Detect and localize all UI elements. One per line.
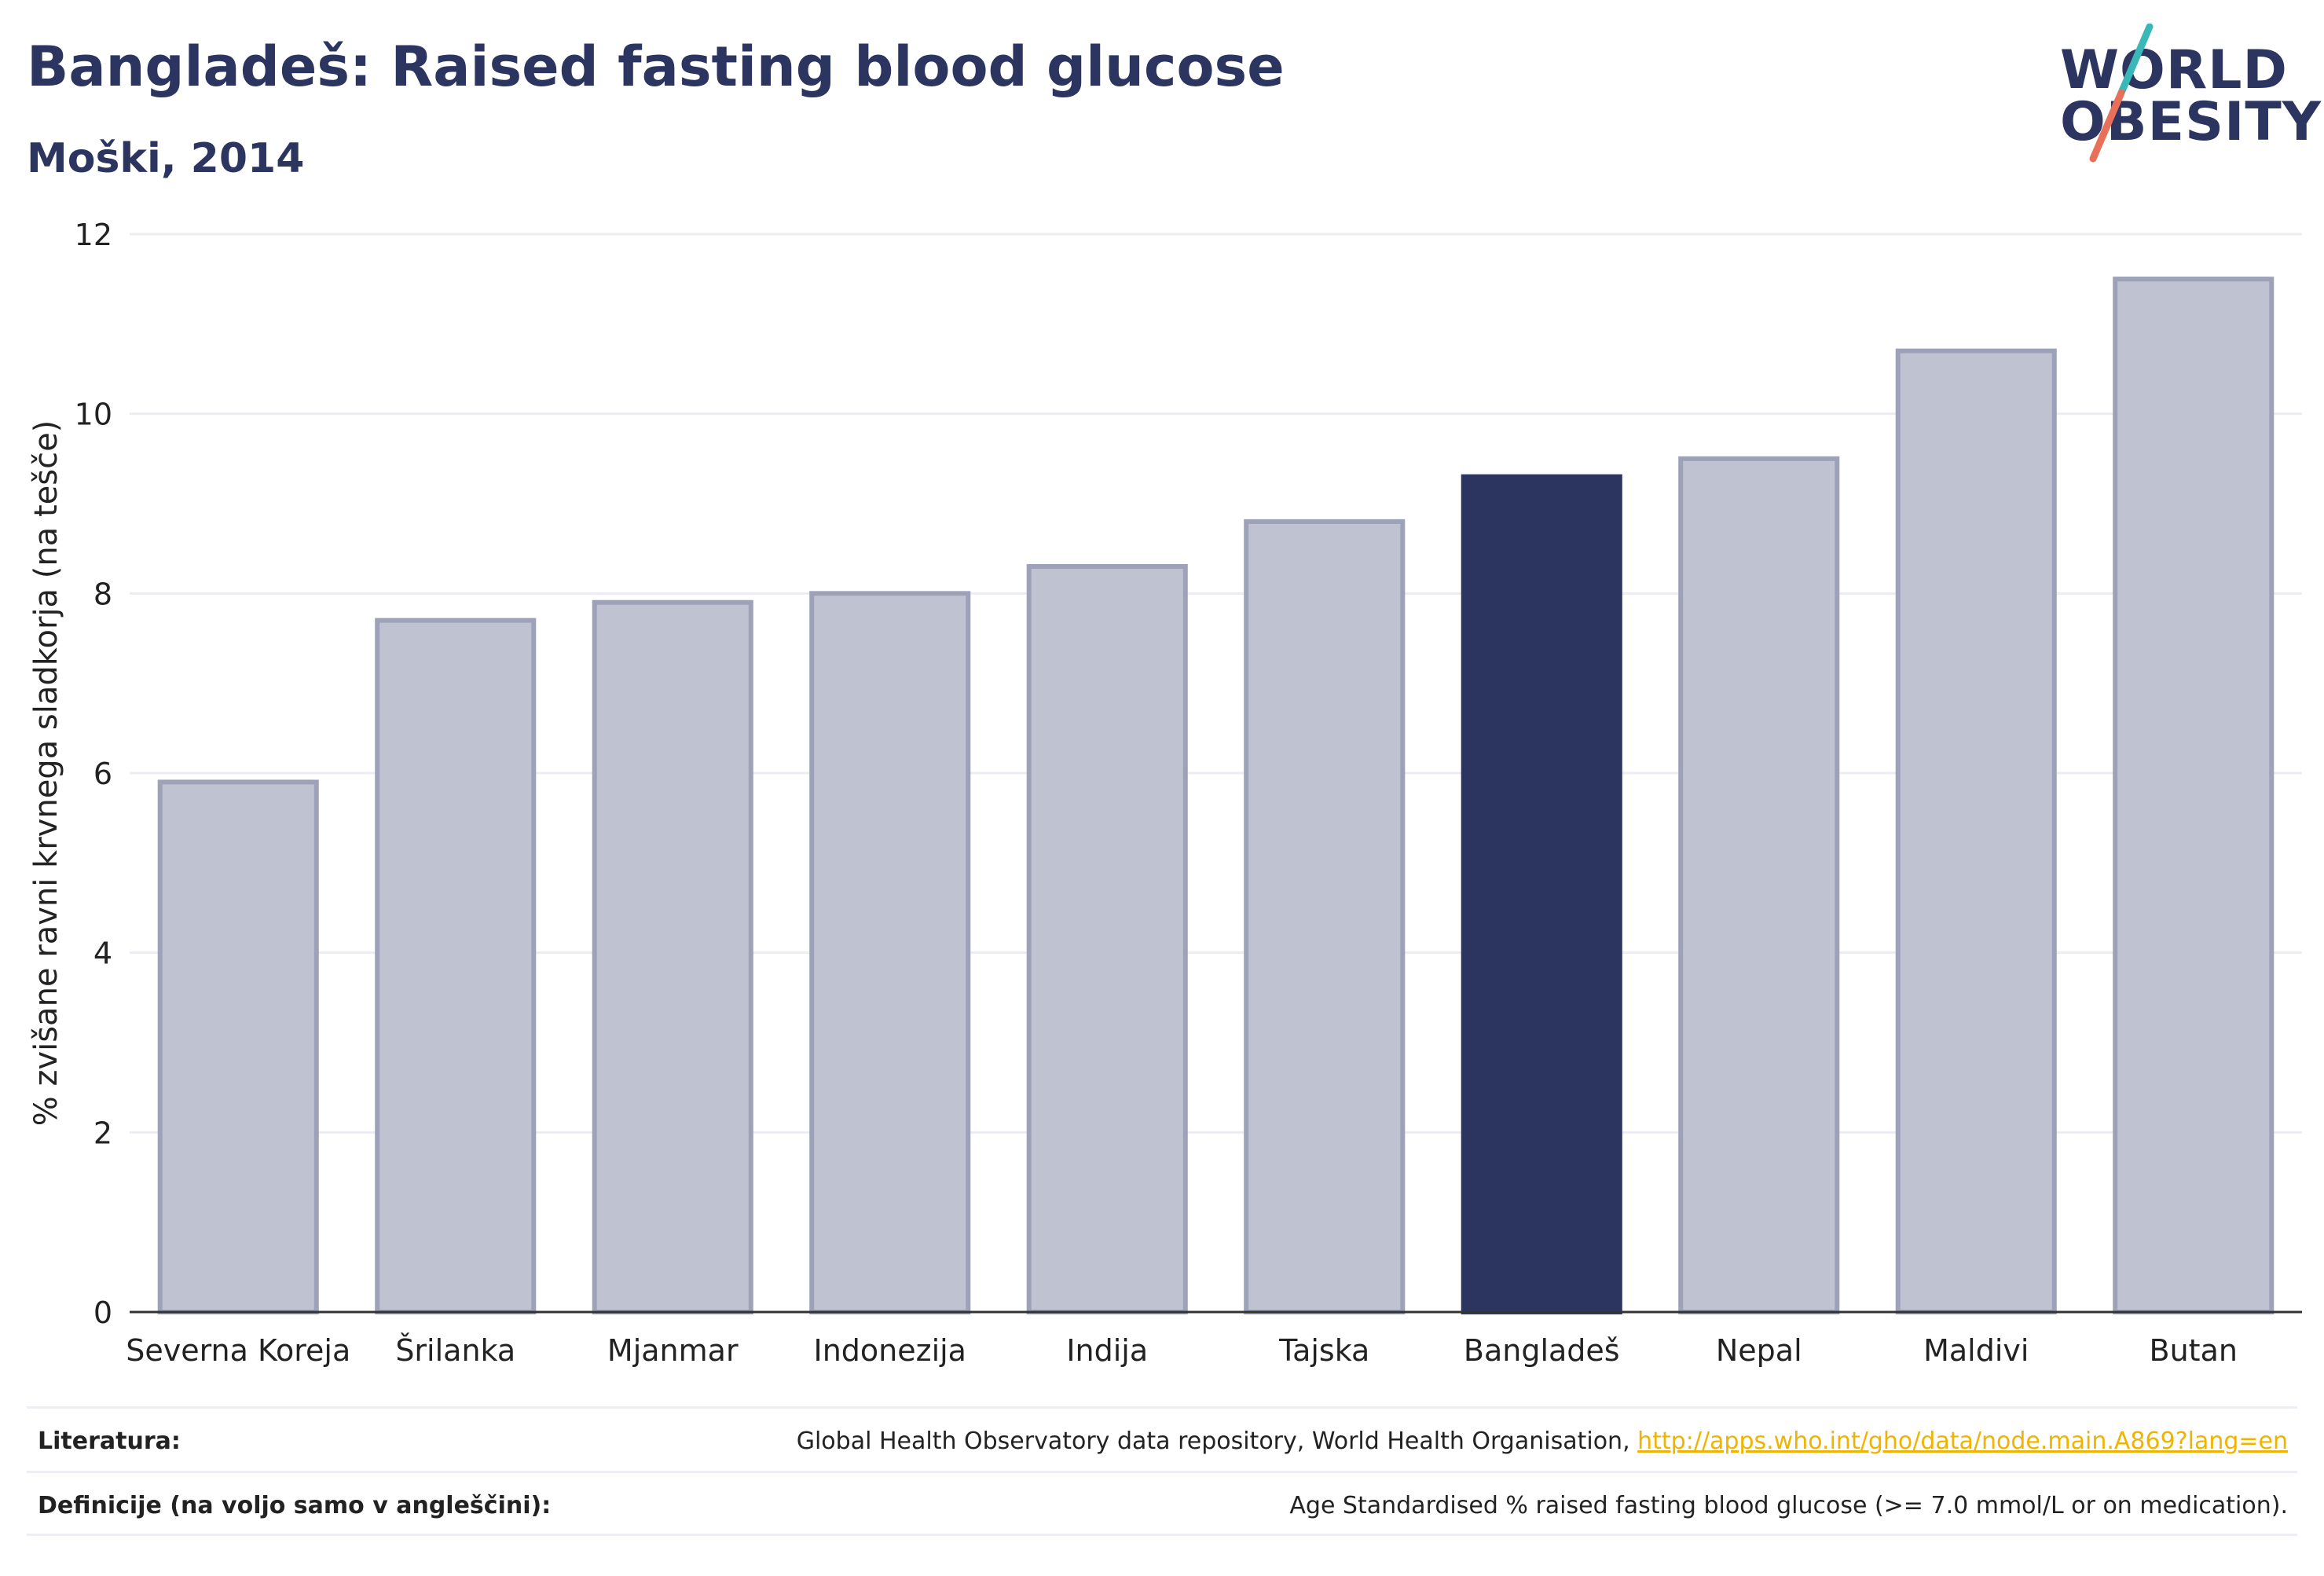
y-tick-label: 12 xyxy=(75,218,112,252)
x-tick-label: Mjanmar xyxy=(607,1333,739,1368)
x-tick-label: Indija xyxy=(1066,1333,1148,1368)
y-tick-label: 8 xyxy=(93,577,112,611)
x-tick-label: Šrilanka xyxy=(395,1333,515,1368)
bar-9 xyxy=(1895,348,2057,1315)
bar-2 xyxy=(375,618,537,1314)
y-tick-label: 4 xyxy=(93,936,112,971)
bar-5 xyxy=(1026,564,1188,1314)
page-title: Bangladeš: Raised fasting blood glucose xyxy=(27,35,1285,99)
y-tick-label: 2 xyxy=(93,1116,112,1150)
x-tick-label: Tajska xyxy=(1278,1333,1369,1368)
footer-sources-label: Literatura: xyxy=(38,1428,181,1455)
bar-10 xyxy=(2113,277,2275,1315)
footer-sources-row: Literatura: Global Health Observatory da… xyxy=(27,1406,2297,1472)
bar-4 xyxy=(809,591,971,1314)
bar-1 xyxy=(157,779,319,1314)
x-tick-label: Indonezija xyxy=(814,1333,966,1368)
footer-sources-value: Global Health Observatory data repositor… xyxy=(797,1428,2288,1455)
y-axis-label: % zvišane ravni krvnega sladkorja (na te… xyxy=(28,420,64,1127)
bar-3 xyxy=(592,599,753,1314)
logo-slash-icon xyxy=(2089,24,2154,163)
x-tick-label: Nepal xyxy=(1716,1333,1802,1368)
footer-divider xyxy=(27,1534,2297,1536)
y-tick-label: 0 xyxy=(93,1296,112,1330)
x-tick-label: Severna Koreja xyxy=(126,1333,350,1368)
logo-line1: WORLD xyxy=(2060,39,2288,101)
footer-definitions-value: Age Standardised % raised fasting blood … xyxy=(1289,1492,2288,1519)
world-obesity-logo: WORLD OBESITY xyxy=(2043,24,2321,165)
footer-sources-text: Global Health Observatory data repositor… xyxy=(796,1428,1638,1455)
footer-sources-link[interactable]: http://apps.who.int/gho/data/node.main.A… xyxy=(1637,1428,2288,1455)
y-tick-label: 6 xyxy=(93,757,112,791)
x-tick-label: Bangladeš xyxy=(1464,1333,1620,1368)
footer-definitions-row: Definicije (na voljo samo v angleščini):… xyxy=(27,1471,2297,1536)
bar-6 xyxy=(1244,519,1406,1314)
bar-7 xyxy=(1461,474,1622,1315)
bar-8 xyxy=(1678,456,1840,1314)
footer-definitions-label: Definicije (na voljo samo v angleščini): xyxy=(38,1492,552,1519)
page-subtitle: Moški, 2014 xyxy=(27,135,305,182)
x-tick-label: Maldivi xyxy=(1923,1333,2029,1368)
x-tick-label: Butan xyxy=(2150,1333,2238,1368)
bar-chart: 0 2 4 6 8 10 12 % zvišane ravni krvnega sladkor… xyxy=(28,218,2302,1368)
y-tick-label: 10 xyxy=(75,398,112,432)
